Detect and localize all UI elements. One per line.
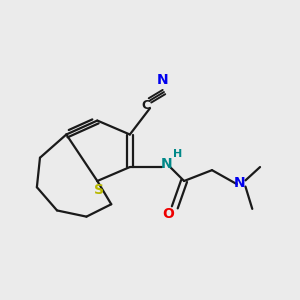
Text: N: N [160,157,172,171]
Text: H: H [172,149,182,159]
Text: N: N [157,73,168,87]
Text: N: N [234,176,246,190]
Text: S: S [94,183,104,197]
Text: O: O [162,207,174,221]
Text: C: C [142,99,151,112]
